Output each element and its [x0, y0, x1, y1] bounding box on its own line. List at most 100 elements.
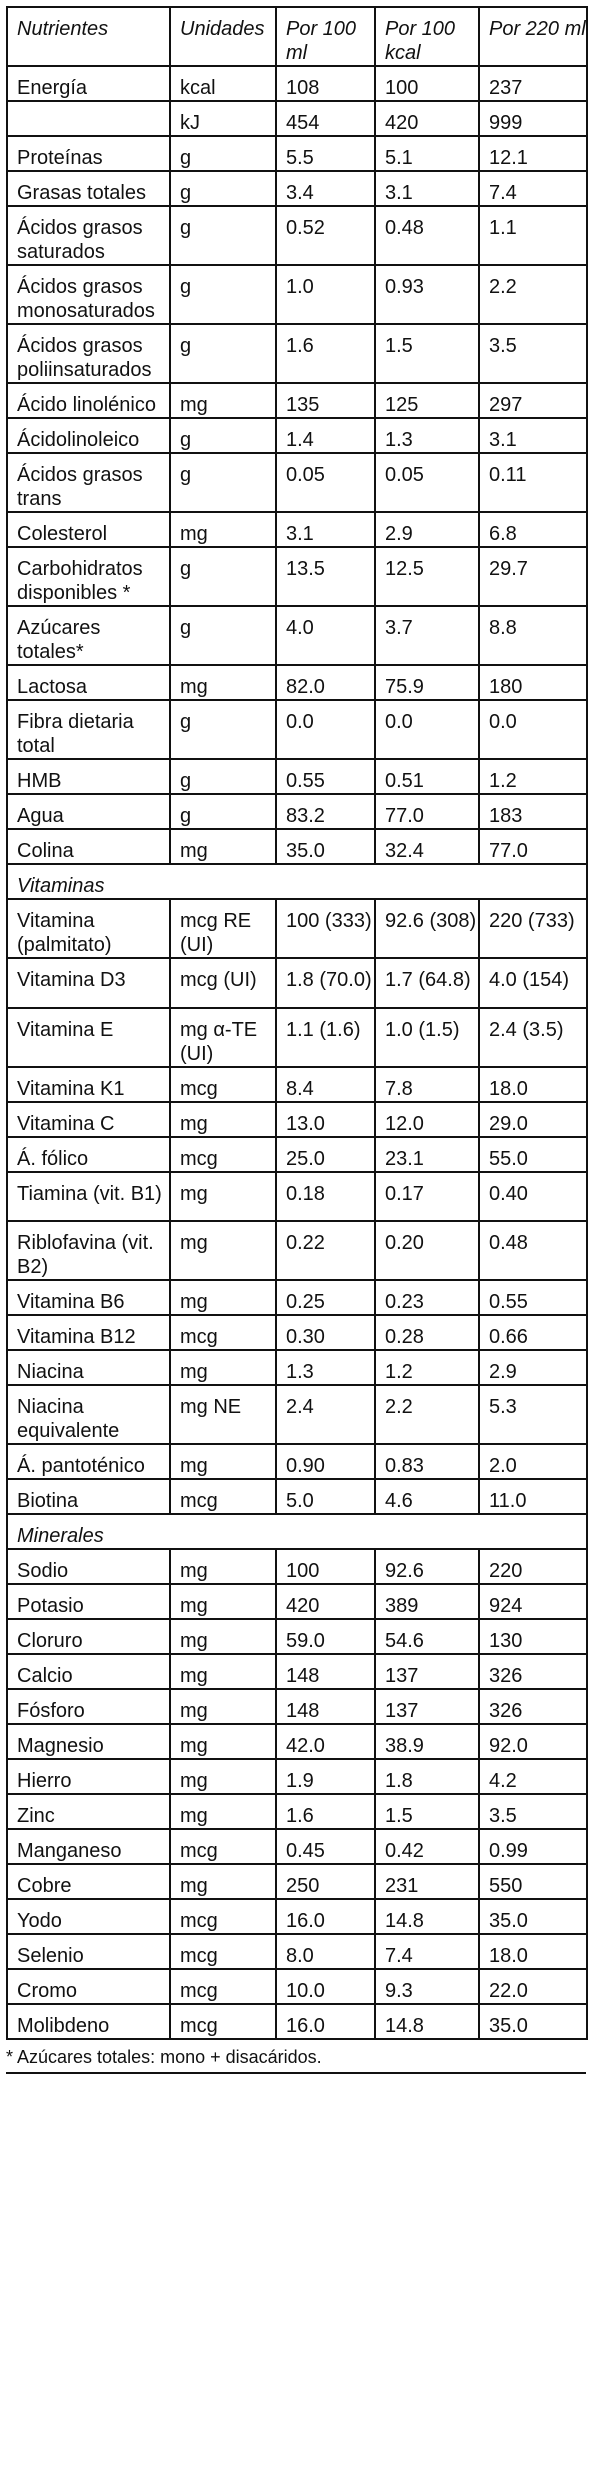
table-row: Grasas totales g 3.4 3.1 7.4 [6, 170, 588, 207]
per-100ml-cell: 0.52 [275, 205, 376, 266]
per-100kcal-cell: 2.9 [374, 511, 480, 548]
nutrition-table-container: Nutrientes Unidades Por 100 ml Por 100 k… [6, 6, 588, 2040]
nutrient-cell: Proteínas [6, 135, 171, 172]
per-220ml-cell: 0.40 [478, 1171, 588, 1222]
per-100kcal-cell: 420 [374, 100, 480, 137]
nutrient-cell: Lactosa [6, 664, 171, 701]
header-por-100-kcal: Por 100 kcal [374, 6, 480, 67]
unit-cell: mcg RE (UI) [169, 898, 277, 959]
nutrient-cell: Cromo [6, 1968, 171, 2005]
table-row: Riblofavina (vit. B2) mg 0.22 0.20 0.48 [6, 1220, 588, 1281]
header-por-100-ml: Por 100 ml [275, 6, 376, 67]
table-row: Vitamina D3 mcg (UI) 1.8 (70.0) 1.7 (64.8) 4… [6, 957, 588, 1009]
per-220ml-cell: 6.8 [478, 511, 588, 548]
table-body: Energía kcal 108 100 237 kJ 454 420 999 Proteínas… [6, 65, 588, 2040]
unit-cell: mg NE [169, 1384, 277, 1445]
unit-cell: g [169, 546, 277, 607]
nutrient-cell: Colesterol [6, 511, 171, 548]
table-row: Á. pantoténico mg 0.90 0.83 2.0 [6, 1443, 588, 1480]
unit-cell: mg [169, 1101, 277, 1138]
per-100kcal-cell: 1.5 [374, 323, 480, 384]
per-100ml-cell: 148 [275, 1688, 376, 1725]
nutrient-cell: Ácidos grasos poliinsaturados [6, 323, 171, 384]
unit-cell: g [169, 605, 277, 666]
per-100kcal-cell: 2.2 [374, 1384, 480, 1445]
header-unidades: Unidades [169, 6, 277, 67]
per-100ml-cell: 13.5 [275, 546, 376, 607]
per-100kcal-cell: 231 [374, 1863, 480, 1900]
table-row: Vitamina B12 mcg 0.30 0.28 0.66 [6, 1314, 588, 1351]
per-100kcal-cell: 0.83 [374, 1443, 480, 1480]
nutrient-cell: HMB [6, 758, 171, 795]
per-220ml-cell: 92.0 [478, 1723, 588, 1760]
per-100ml-cell: 0.55 [275, 758, 376, 795]
per-100ml-cell: 3.1 [275, 511, 376, 548]
section-row: Minerales [6, 1513, 588, 1550]
per-100kcal-cell: 38.9 [374, 1723, 480, 1760]
nutrient-cell: Energía [6, 65, 171, 102]
per-220ml-cell: 130 [478, 1618, 588, 1655]
unit-cell: mcg [169, 1478, 277, 1515]
per-220ml-cell: 3.5 [478, 323, 588, 384]
per-220ml-cell: 3.5 [478, 1793, 588, 1830]
per-220ml-cell: 77.0 [478, 828, 588, 865]
per-100kcal-cell: 1.8 [374, 1758, 480, 1795]
unit-cell: mg [169, 1220, 277, 1281]
per-100ml-cell: 25.0 [275, 1136, 376, 1173]
per-100kcal-cell: 54.6 [374, 1618, 480, 1655]
table-row: Cobre mg 250 231 550 [6, 1863, 588, 1900]
per-100kcal-cell: 0.93 [374, 264, 480, 325]
per-100ml-cell: 1.8 (70.0) [275, 957, 376, 1009]
per-100ml-cell: 16.0 [275, 2003, 376, 2040]
per-100ml-cell: 8.4 [275, 1066, 376, 1103]
table-row: Colesterol mg 3.1 2.9 6.8 [6, 511, 588, 548]
nutrient-cell: Riblofavina (vit. B2) [6, 1220, 171, 1281]
per-220ml-cell: 999 [478, 100, 588, 137]
per-100ml-cell: 13.0 [275, 1101, 376, 1138]
per-100kcal-cell: 1.5 [374, 1793, 480, 1830]
table-row: Ácidos grasos saturados g 0.52 0.48 1.1 [6, 205, 588, 266]
per-100kcal-cell: 0.05 [374, 452, 480, 513]
nutrient-cell: Ácidos grasos saturados [6, 205, 171, 266]
per-220ml-cell: 1.1 [478, 205, 588, 266]
per-100ml-cell: 35.0 [275, 828, 376, 865]
per-100kcal-cell: 14.8 [374, 2003, 480, 2040]
nutrient-cell: Magnesio [6, 1723, 171, 1760]
nutrient-cell: Grasas totales [6, 170, 171, 207]
table-row: Potasio mg 420 389 924 [6, 1583, 588, 1620]
unit-cell: mg [169, 1279, 277, 1316]
per-220ml-cell: 0.66 [478, 1314, 588, 1351]
unit-cell: mg [169, 1758, 277, 1795]
nutrient-cell: Fibra dietaria total [6, 699, 171, 760]
per-100kcal-cell: 12.5 [374, 546, 480, 607]
unit-cell: mcg [169, 1314, 277, 1351]
table-row: Cloruro mg 59.0 54.6 130 [6, 1618, 588, 1655]
per-100ml-cell: 3.4 [275, 170, 376, 207]
table-row: Proteínas g 5.5 5.1 12.1 [6, 135, 588, 172]
nutrient-cell: Biotina [6, 1478, 171, 1515]
unit-cell: kcal [169, 65, 277, 102]
per-100kcal-cell: 77.0 [374, 793, 480, 830]
table-row: Carbohidratos disponibles * g 13.5 12.5 29.7 [6, 546, 588, 607]
unit-cell: mg [169, 1548, 277, 1585]
unit-cell: mg [169, 1653, 277, 1690]
table-row: Molibdeno mcg 16.0 14.8 35.0 [6, 2003, 588, 2040]
per-100kcal-cell: 0.42 [374, 1828, 480, 1865]
per-100ml-cell: 100 [275, 1548, 376, 1585]
table-header-row: Nutrientes Unidades Por 100 ml Por 100 k… [6, 6, 588, 67]
unit-cell: mg [169, 1171, 277, 1222]
nutrient-cell: Carbohidratos disponibles * [6, 546, 171, 607]
per-100kcal-cell: 14.8 [374, 1898, 480, 1935]
per-220ml-cell: 29.0 [478, 1101, 588, 1138]
per-220ml-cell: 550 [478, 1863, 588, 1900]
per-100kcal-cell: 1.0 (1.5) [374, 1007, 480, 1068]
table-row: Á. fólico mcg 25.0 23.1 55.0 [6, 1136, 588, 1173]
table-row: Manganeso mcg 0.45 0.42 0.99 [6, 1828, 588, 1865]
nutrient-cell: Vitamina D3 [6, 957, 171, 1009]
per-100kcal-cell: 4.6 [374, 1478, 480, 1515]
per-100ml-cell: 1.3 [275, 1349, 376, 1386]
per-220ml-cell: 237 [478, 65, 588, 102]
unit-cell: g [169, 323, 277, 384]
per-220ml-cell: 326 [478, 1688, 588, 1725]
per-100ml-cell: 0.18 [275, 1171, 376, 1222]
